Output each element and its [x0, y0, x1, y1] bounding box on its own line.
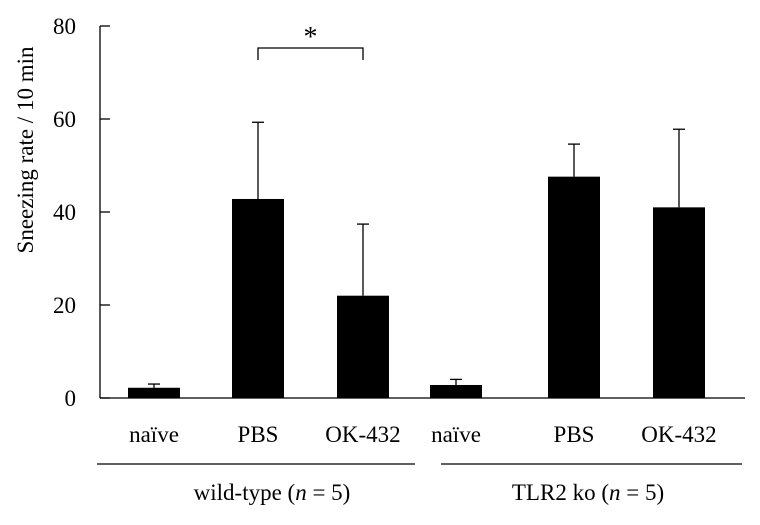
x-tick-label: naïve: [431, 422, 481, 447]
y-axis-label: Sneezing rate / 10 min: [13, 46, 38, 253]
group-label-n: n: [295, 480, 307, 505]
group-label-n: n: [609, 480, 621, 505]
group-label-prefix: wild-type (: [194, 480, 296, 505]
svg-text:wild-type (n = 5): wild-type (n = 5): [194, 480, 351, 505]
bar: [128, 387, 180, 398]
y-tick-label: 40: [53, 200, 76, 225]
bar: [337, 295, 389, 398]
x-tick-label: OK-432: [325, 422, 400, 447]
x-tick-label: PBS: [238, 422, 279, 447]
y-tick-label: 60: [53, 107, 76, 132]
bar: [653, 207, 705, 398]
significance-bracket: [257, 47, 364, 60]
x-tick-label: OK-432: [641, 422, 716, 447]
plot-area: 0 20 40 60 80 naïve PBS OK-432 naïve PBS OK-432 *: [53, 14, 745, 465]
group-label-suffix: = 5): [307, 480, 351, 505]
significance-label: *: [304, 22, 318, 53]
group-label-tlr2-ko: TLR2 ko (n = 5): [512, 480, 664, 505]
group-label-wild-type: wild-type (n = 5): [194, 480, 351, 505]
bar: [430, 384, 482, 398]
bar: [548, 176, 600, 398]
svg-text:TLR2 ko (n = 5): TLR2 ko (n = 5): [512, 480, 664, 505]
y-tick-label: 20: [53, 293, 76, 318]
x-tick-label: naïve: [129, 422, 179, 447]
group-label-prefix: TLR2 ko (: [512, 480, 609, 505]
x-tick-label: PBS: [554, 422, 595, 447]
bar: [232, 198, 284, 398]
y-tick-label: 80: [53, 14, 76, 39]
y-tick-label: 0: [65, 386, 77, 411]
group-label-suffix: = 5): [620, 480, 664, 505]
